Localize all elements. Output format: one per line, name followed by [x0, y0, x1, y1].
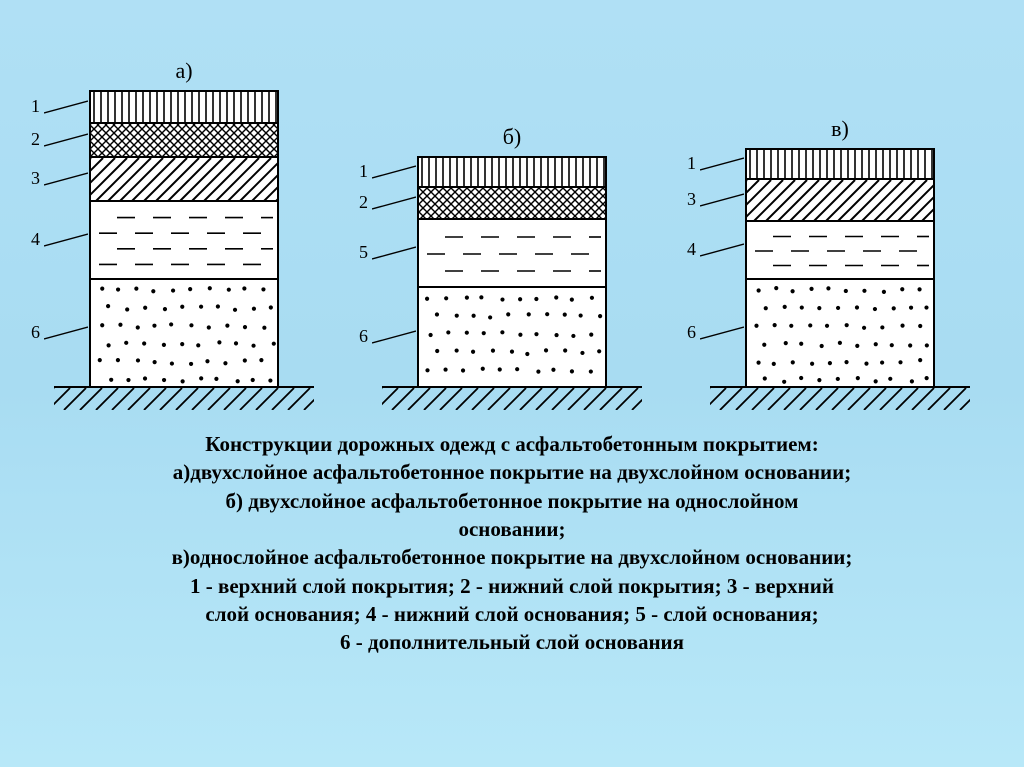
layer-2	[417, 186, 607, 218]
layer-1	[89, 90, 279, 122]
caption-line-v: в)однослойное асфальтобетонное покрытие …	[12, 543, 1012, 571]
leader-number: 2	[359, 192, 368, 213]
leader-4: 4	[31, 229, 88, 250]
layer-6	[417, 286, 607, 386]
column-v: в) 1346	[710, 116, 970, 410]
column-a: а) 12346	[54, 58, 314, 410]
ground-hatch	[382, 386, 642, 410]
leader-number: 2	[31, 129, 40, 150]
leader-1: 1	[687, 153, 744, 174]
leader-number: 3	[687, 189, 696, 210]
leader-number: 1	[359, 161, 368, 182]
layer-1	[745, 148, 935, 178]
leader-3: 3	[31, 168, 88, 189]
layer-2	[89, 122, 279, 156]
layer-stack: 1256	[417, 156, 607, 386]
column-b: б) 1256	[382, 124, 642, 410]
leader-number: 1	[687, 153, 696, 174]
caption-line-b: б) двухслойное асфальтобетонное покрытие…	[12, 487, 1012, 515]
leader-4: 4	[687, 239, 744, 260]
leader-6: 6	[687, 322, 744, 343]
leader-5: 5	[359, 242, 416, 263]
layer-1	[417, 156, 607, 186]
layer-6	[89, 278, 279, 386]
leader-number: 6	[687, 322, 696, 343]
leader-2: 2	[359, 192, 416, 213]
column-label: в)	[831, 116, 849, 142]
ground-hatch	[710, 386, 970, 410]
layer-4	[89, 200, 279, 278]
caption-line-a: а)двухслойное асфальтобетонное покрытие …	[12, 458, 1012, 486]
leader-number: 3	[31, 168, 40, 189]
caption-legend2: слой основания; 4 - нижний слой основани…	[12, 600, 1012, 628]
leader-6: 6	[359, 326, 416, 347]
leader-1: 1	[359, 161, 416, 182]
leader-number: 6	[31, 322, 40, 343]
leader-number: 4	[31, 229, 40, 250]
diagram-area: а)12346б)1256в)1346	[0, 0, 1024, 420]
layer-stack: 1346	[745, 148, 935, 386]
layer-stack: 12346	[89, 90, 279, 386]
caption-line-b2: основании;	[12, 515, 1012, 543]
leader-2: 2	[31, 129, 88, 150]
column-label: б)	[503, 124, 522, 150]
ground-hatch	[54, 386, 314, 410]
leader-number: 1	[31, 96, 40, 117]
leader-1: 1	[31, 96, 88, 117]
caption-block: Конструкции дорожных одежд с асфальтобет…	[0, 420, 1024, 665]
leader-3: 3	[687, 189, 744, 210]
caption-title: Конструкции дорожных одежд с асфальтобет…	[12, 430, 1012, 458]
layer-5	[417, 218, 607, 286]
caption-legend1: 1 - верхний слой покрытия; 2 - нижний сл…	[12, 572, 1012, 600]
leader-number: 4	[687, 239, 696, 260]
leader-number: 6	[359, 326, 368, 347]
layer-3	[89, 156, 279, 200]
layer-3	[745, 178, 935, 220]
leader-6: 6	[31, 322, 88, 343]
column-label: а)	[175, 58, 192, 84]
layer-6	[745, 278, 935, 386]
caption-legend3: 6 - дополнительный слой основания	[12, 628, 1012, 656]
layer-4	[745, 220, 935, 278]
leader-number: 5	[359, 242, 368, 263]
